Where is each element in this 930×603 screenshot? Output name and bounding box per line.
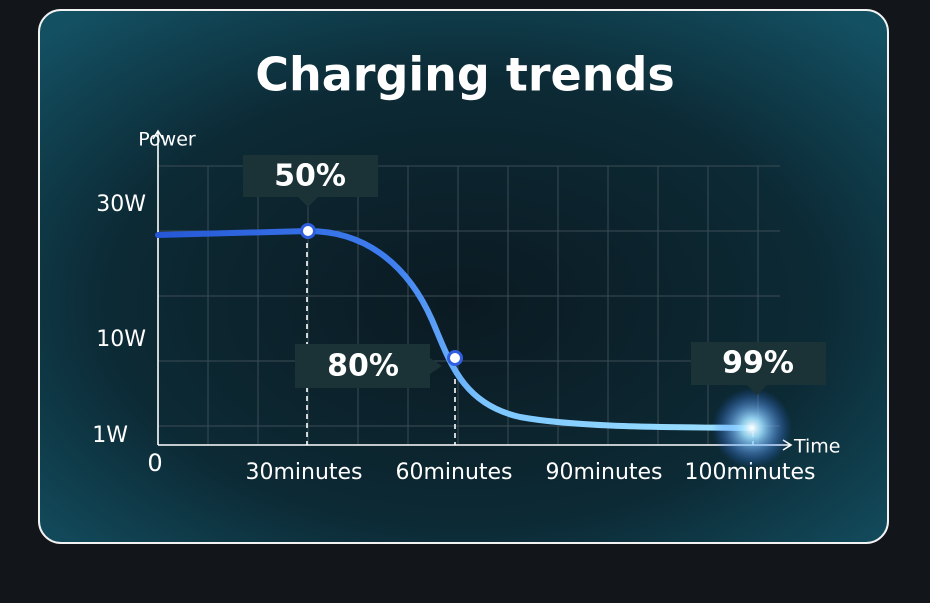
y-axis-arrow [152,129,164,140]
y-axis-label: Power [138,129,196,151]
y-tick-label: 10W [96,327,146,352]
x-tick-label: 30minutes [245,460,362,485]
callout-box [691,342,826,395]
point-marker [447,350,463,366]
title: Charging trends [255,48,675,102]
x-axis-label: Time [793,436,841,458]
x-tick-label: 90minutes [545,460,662,485]
callout-label: 50% [274,159,346,194]
callout-label: 80% [327,349,399,384]
charging-curve [155,227,755,431]
end-glow [712,388,792,468]
callout-box [295,344,442,388]
panel [38,9,889,544]
callout-box [243,155,378,207]
y-tick-label: 1W [92,423,128,448]
point-marker [300,223,316,239]
x-tick-label: 60minutes [395,460,512,485]
callout-label: 99% [722,346,794,381]
y-tick-label: 30W [96,192,146,217]
origin-label: 0 [147,449,162,477]
